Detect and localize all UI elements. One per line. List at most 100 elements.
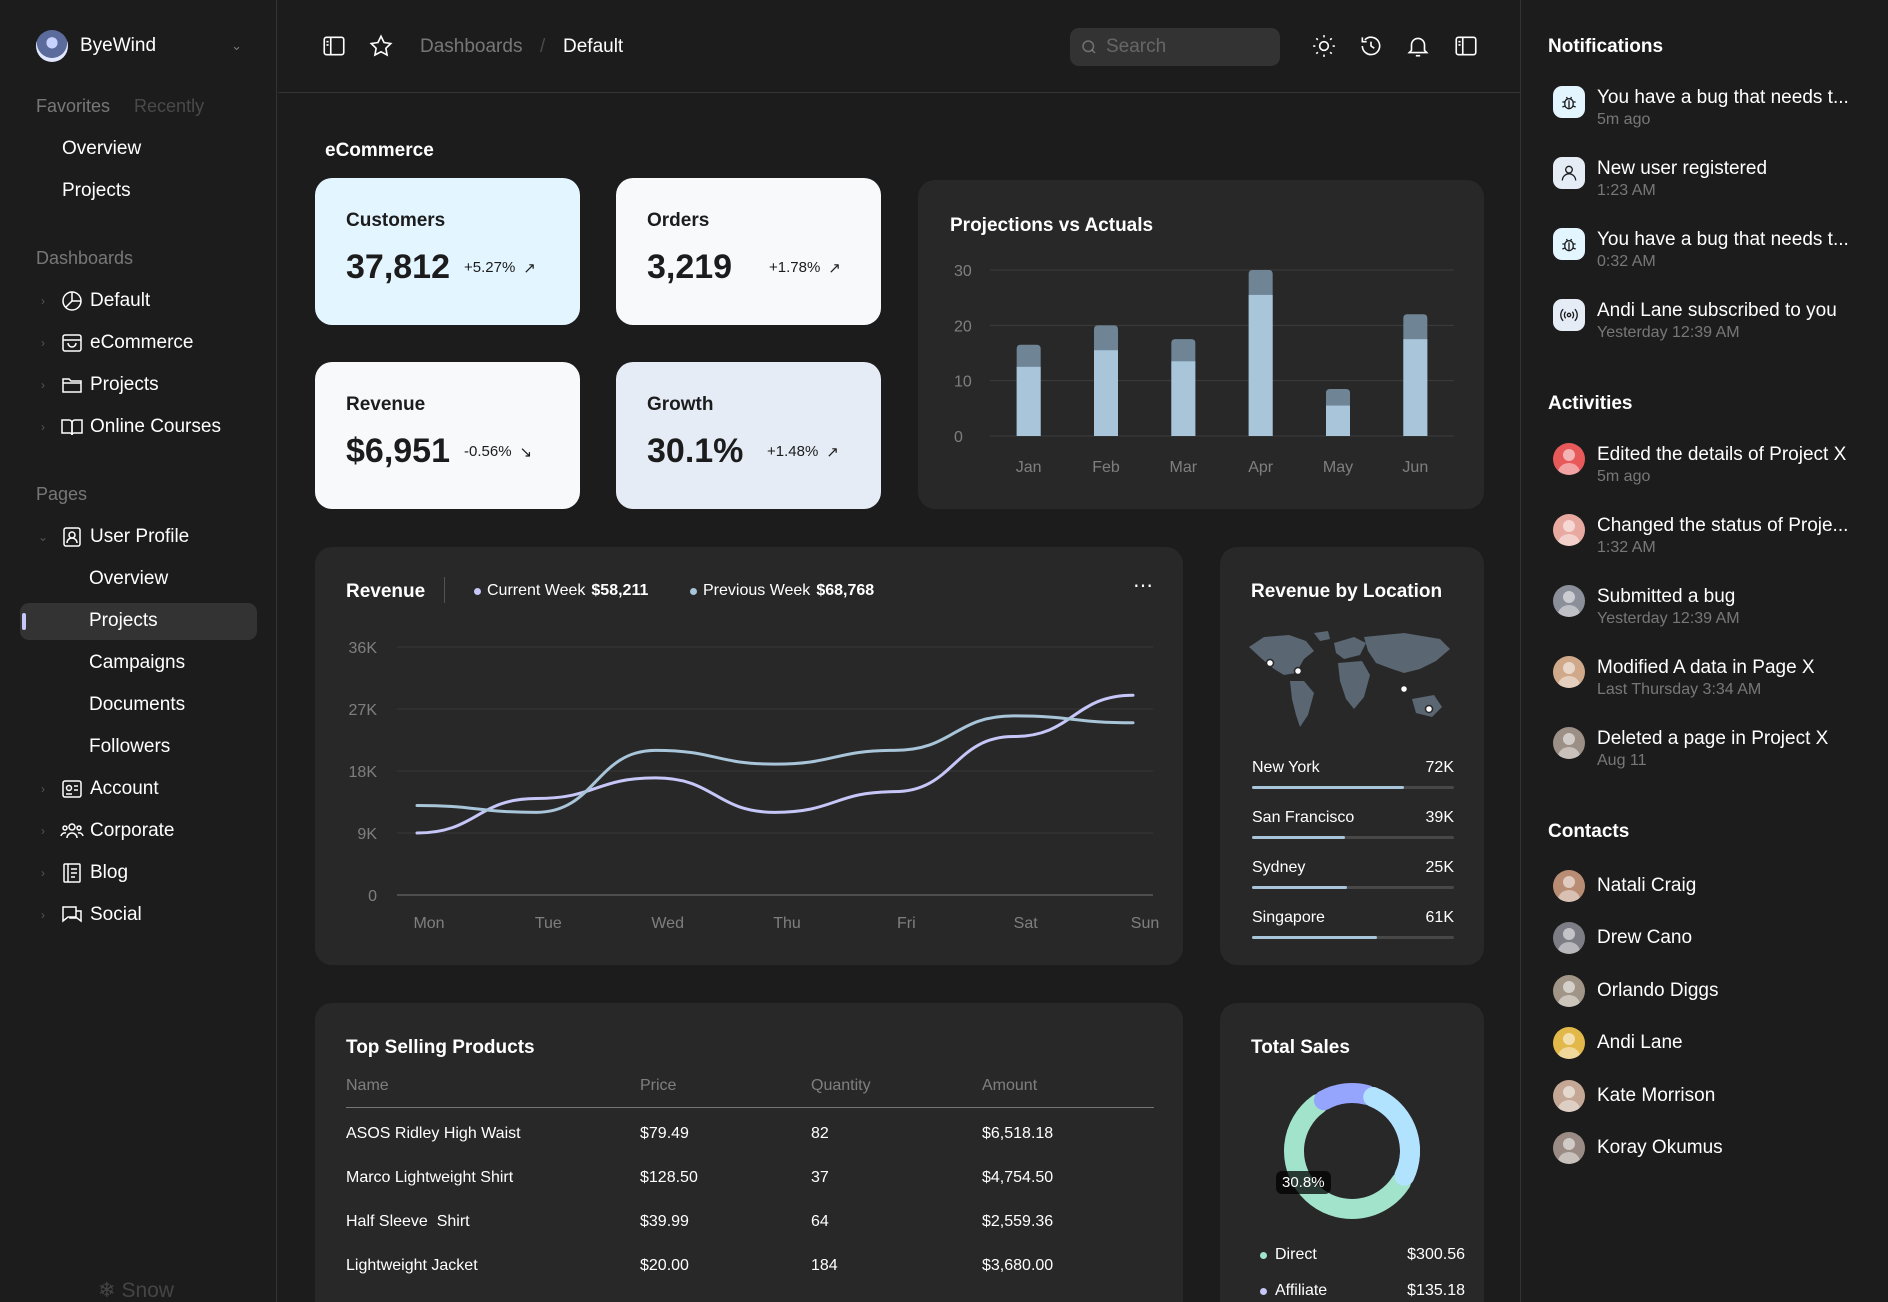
cell-price: $79.49: [640, 1125, 689, 1143]
activity-item[interactable]: Changed the status of Proje... 1:32 AM: [1553, 514, 1873, 557]
sidebar-item-account[interactable]: › Account: [36, 772, 256, 806]
activity-text: Submitted a bug: [1597, 586, 1736, 607]
tab-recently[interactable]: Recently: [134, 96, 205, 116]
notification-item[interactable]: New user registered 1:23 AM: [1553, 157, 1873, 200]
breadcrumb-dashboards[interactable]: Dashboards: [420, 36, 523, 57]
projections-chart: 0 10 20 30 Jan Feb Mar Apr May Jun: [954, 263, 1454, 476]
cell-quantity: 82: [811, 1125, 829, 1143]
bell-icon[interactable]: [1405, 33, 1431, 59]
sidebar-subitem-campaigns[interactable]: Campaigns: [89, 652, 186, 673]
activity-item[interactable]: Deleted a page in Project X Aug 11: [1553, 727, 1873, 770]
search-box[interactable]: [1070, 28, 1280, 66]
sidebar-item-online-courses[interactable]: › Online Courses: [36, 410, 256, 444]
contact-item[interactable]: Drew Cano: [1553, 922, 1692, 954]
location-bar: [1252, 936, 1454, 939]
trend-up-icon: ↗: [828, 259, 841, 277]
total-sales-donut: [1284, 1083, 1420, 1219]
bug-icon: [1553, 228, 1585, 260]
sidebar-item-corporate[interactable]: › Corporate: [36, 814, 256, 848]
favorite-item-projects[interactable]: Projects: [62, 180, 131, 201]
sidebar-item-label: Account: [90, 778, 159, 799]
page-title: eCommerce: [325, 140, 434, 161]
x-tick-label: Apr: [1248, 459, 1274, 476]
chevron-right-icon: ›: [41, 908, 45, 922]
activity-item[interactable]: Edited the details of Project X 5m ago: [1553, 443, 1873, 486]
legend-dot: [690, 587, 697, 595]
location-value: 72K: [1425, 759, 1454, 776]
donut-slice-other: [1363, 1087, 1420, 1186]
location-value: 25K: [1425, 859, 1454, 876]
table-row[interactable]: Lightweight Jacket $20.00 184 $3,680.00: [346, 1239, 1154, 1283]
top-products-card: Top Selling Products Name Price Quantity…: [315, 1003, 1183, 1302]
sidebar-subitem-projects[interactable]: Projects: [89, 610, 158, 631]
sidebar-item-social[interactable]: › Social: [36, 898, 256, 932]
activity-item[interactable]: Submitted a bug Yesterday 12:39 AM: [1553, 585, 1873, 628]
total-sales-card: Total Sales 30.8% Direct $300.56 Affilia…: [1220, 1003, 1484, 1302]
broadcast-icon: [1553, 299, 1585, 331]
favorite-item-overview[interactable]: Overview: [62, 138, 142, 159]
x-tick-label: Feb: [1092, 459, 1120, 476]
sidebar-item-ecommerce[interactable]: › eCommerce: [36, 326, 256, 360]
sidebar-item-user-profile[interactable]: ⌄ User Profile: [36, 520, 256, 554]
contact-name: Drew Cano: [1597, 927, 1693, 948]
column-header-quantity[interactable]: Quantity: [811, 1075, 982, 1108]
sidebar-subitem-overview[interactable]: Overview: [89, 568, 169, 589]
chevron-right-icon: ›: [41, 336, 45, 350]
location-value: 61K: [1425, 909, 1454, 926]
contact-item[interactable]: Orlando Diggs: [1553, 975, 1718, 1007]
notification-item[interactable]: Andi Lane subscribed to you Yesterday 12:…: [1553, 299, 1873, 342]
contact-item[interactable]: Koray Okumus: [1553, 1132, 1723, 1164]
search-icon: [1082, 40, 1096, 54]
column-header-name[interactable]: Name: [346, 1075, 640, 1108]
history-icon[interactable]: [1358, 33, 1384, 59]
sidebar-subitem-documents[interactable]: Documents: [89, 694, 186, 715]
tab-favorites[interactable]: Favorites: [36, 96, 111, 116]
notification-item[interactable]: You have a bug that needs t... 0:32 AM: [1553, 228, 1873, 271]
workspace-switcher[interactable]: ByeWind ⌄: [36, 30, 242, 62]
notification-time: 0:32 AM: [1597, 253, 1656, 270]
chevron-right-icon: ›: [41, 824, 45, 838]
more-icon[interactable]: ⋯: [1133, 575, 1154, 597]
notification-text: New user registered: [1597, 158, 1768, 179]
table-row[interactable]: Marco Lightweight Shirt $128.50 37 $4,754.5…: [346, 1151, 1154, 1195]
table-row[interactable]: ASOS Ridley High Waist $79.49 82 $6,518.18: [346, 1107, 1154, 1151]
sidebar-item-blog[interactable]: › Blog: [36, 856, 256, 890]
book-open-icon: [61, 419, 83, 436]
cell-quantity: 64: [811, 1213, 829, 1230]
activity-time: Yesterday 12:39 AM: [1597, 610, 1740, 627]
kpi-value: 30.1%: [647, 432, 744, 470]
donut-percent-badge: 30.8%: [1276, 1171, 1331, 1194]
column-header-amount[interactable]: Amount: [982, 1075, 1154, 1108]
sidebar-item-projects[interactable]: › Projects: [36, 368, 256, 402]
active-item-indicator: [20, 603, 257, 640]
bar-actual: [1248, 294, 1273, 436]
search-input[interactable]: [1106, 36, 1266, 58]
kpi-card-growth: Growth 30.1% +1.48% ↗: [616, 362, 881, 509]
table-row[interactable]: Half Sleeve Shirt $39.99 64 $2,559.36: [346, 1195, 1154, 1239]
avatar: [1553, 656, 1585, 688]
contact-item[interactable]: Andi Lane: [1553, 1027, 1683, 1059]
legend-item-affiliate: Affiliate $135.18: [1260, 1282, 1465, 1300]
activity-item[interactable]: Modified A data in Page X Last Thursday 3…: [1553, 656, 1873, 699]
chart-title: Total Sales: [1251, 1037, 1350, 1058]
brand-avatar: [36, 30, 68, 62]
location-bar: [1252, 886, 1454, 889]
right-panel-toggle-icon[interactable]: [1453, 33, 1479, 59]
sidebar-toggle-icon[interactable]: [321, 33, 347, 59]
star-icon[interactable]: [368, 33, 394, 59]
avatar: [1553, 1080, 1585, 1112]
legend-label: Affiliate: [1275, 1282, 1328, 1299]
sidebar-item-default[interactable]: › Default: [36, 284, 256, 318]
y-tick-label: 36K: [349, 640, 378, 657]
sidebar: ByeWind ⌄ Favorites Recently Overview Pr…: [0, 0, 277, 1302]
contact-item[interactable]: Kate Morrison: [1553, 1080, 1715, 1112]
contact-name: Orlando Diggs: [1597, 980, 1719, 1001]
sun-icon[interactable]: [1311, 33, 1337, 59]
column-header-price[interactable]: Price: [640, 1075, 811, 1108]
chevron-down-icon: ⌄: [231, 38, 242, 53]
sidebar-subitem-followers[interactable]: Followers: [89, 736, 171, 757]
trend-down-icon: ↘: [519, 443, 533, 461]
contact-item[interactable]: Natali Craig: [1553, 870, 1696, 902]
notification-item[interactable]: You have a bug that needs t... 5m ago: [1553, 86, 1873, 129]
